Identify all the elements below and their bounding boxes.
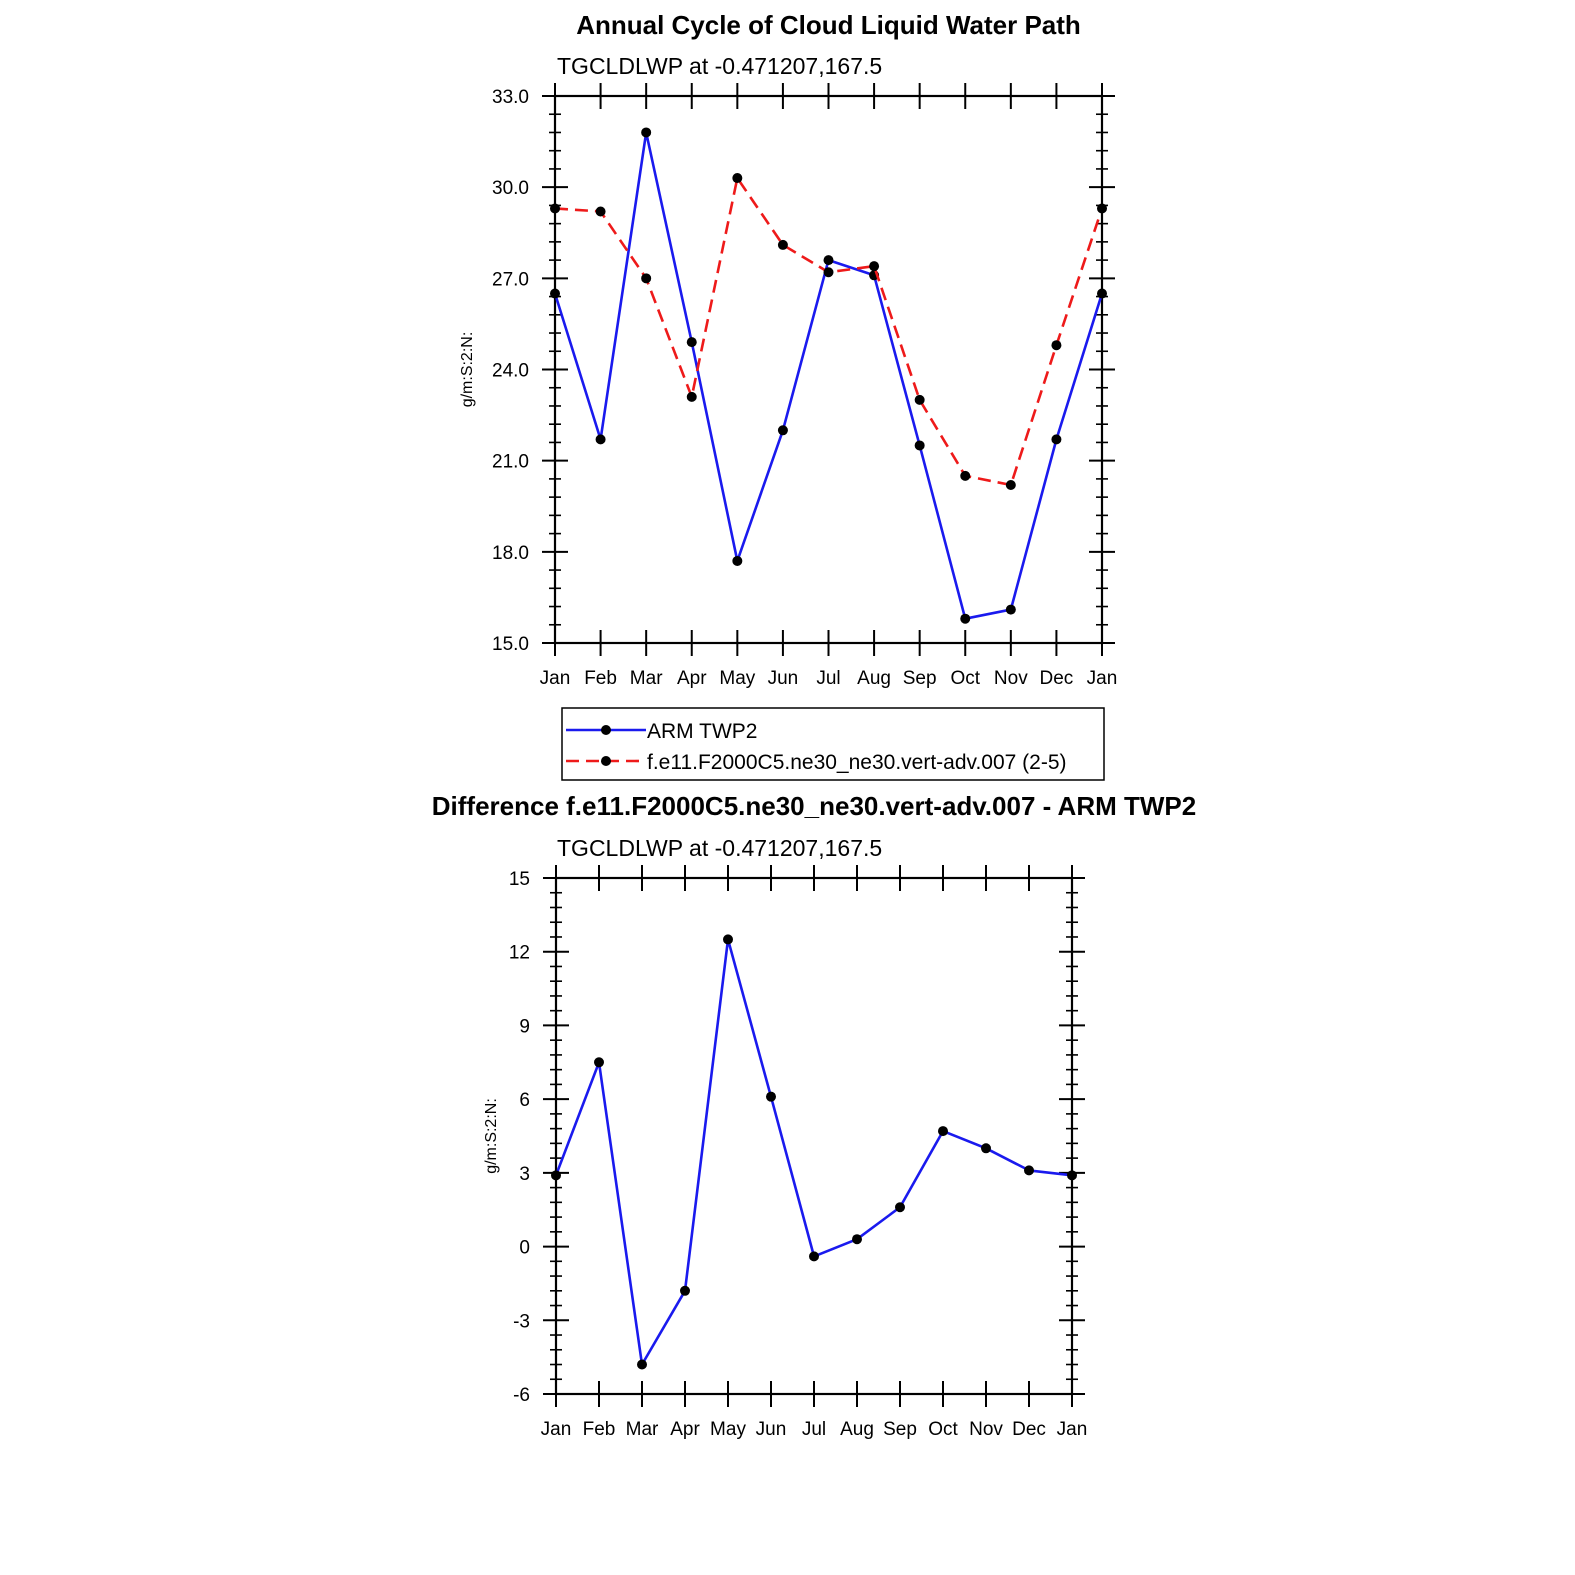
x-tick-label: Jan [1087,668,1118,689]
difference-chart: Difference f.e11.F2000C5.ne30_ne30.vert-… [432,791,1196,1440]
x-tick-label: May [710,1419,746,1440]
plot-frame [554,876,1074,1396]
data-point-0 [732,555,743,566]
data-point-1 [777,239,788,250]
data-point-1 [1005,479,1016,490]
y-axis-label: g/m:S:2:N: [483,1098,500,1174]
y-tick-label: 12 [509,943,530,964]
x-tick-label: Jul [802,1419,826,1440]
y-tick-label: 9 [519,1016,530,1037]
x-tick-label: Feb [583,1419,616,1440]
y-tick-label: 15.0 [492,634,529,655]
data-point-0 [550,288,560,299]
chart-title: Difference f.e11.F2000C5.ne30_ne30.vert-… [432,791,1196,821]
legend-entry-1: f.e11.F2000C5.ne30_ne30.vert-adv.007 (2-… [647,751,1067,774]
x-tick-label: Aug [857,668,891,689]
data-point-1 [823,267,834,278]
y-tick-label: 30.0 [492,178,529,199]
legend-box [561,707,1105,781]
y-tick-label: 21.0 [492,452,529,473]
data-point-0 [594,1057,604,1068]
data-point-0 [595,434,606,445]
legend-marker-1 [601,756,611,766]
y-tick-label: -3 [513,1311,530,1332]
data-point-0 [1067,1170,1077,1181]
x-tick-label: Mar [626,1419,659,1440]
data-point-0 [809,1251,819,1262]
series-line-0 [553,131,1104,620]
data-point-0 [1024,1165,1034,1176]
data-point-0 [551,1170,561,1181]
x-tick-label: May [719,668,755,689]
y-tick-label: 33.0 [492,87,529,108]
annual-cycle-chart: Annual Cycle of Cloud Liquid Water Path T… [459,10,1118,781]
series-line-1 [554,176,1104,487]
y-tick-label: 18.0 [492,543,529,564]
x-tick-label: Sep [903,668,937,689]
x-tick-label: Jun [768,668,799,689]
y-tick-label: 15 [509,869,530,890]
data-point-0 [981,1143,991,1154]
x-tick-label: Oct [928,1419,958,1440]
legend-marker-0 [601,725,611,735]
x-tick-label: Dec [1040,668,1074,689]
data-point-0 [766,1091,776,1102]
x-tick-label: Jan [541,1419,572,1440]
y-tick-label: 0 [519,1238,530,1259]
data-point-0 [637,1359,647,1370]
data-point-0 [723,934,733,945]
data-point-0 [852,1234,862,1245]
legend-entry-0: ARM TWP2 [647,720,757,743]
x-tick-label: Mar [630,668,663,689]
x-tick-label: Oct [950,668,980,689]
data-point-1 [595,206,606,217]
y-tick-label: 24.0 [492,361,529,382]
data-point-1 [732,173,743,184]
x-tick-label: Jan [1057,1419,1088,1440]
data-point-0 [641,127,652,138]
chart-subtitle: TGCLDLWP at -0.471207,167.5 [557,835,882,861]
series-line-0 [554,938,1073,1366]
chart-subtitle: TGCLDLWP at -0.471207,167.5 [557,53,882,79]
data-point-0 [777,425,788,436]
data-point-0 [1051,434,1062,445]
data-point-0 [914,440,925,451]
x-tick-label: Aug [840,1419,874,1440]
data-point-1 [1051,340,1062,351]
x-tick-label: Apr [677,668,707,689]
x-tick-label: Nov [969,1419,1003,1440]
y-tick-label: 6 [519,1090,530,1111]
data-point-1 [550,203,560,214]
x-tick-label: Sep [883,1419,917,1440]
y-tick-label: 3 [519,1164,530,1185]
data-point-1 [869,261,880,272]
data-point-0 [1097,288,1107,299]
data-point-1 [641,273,652,284]
chart-title: Annual Cycle of Cloud Liquid Water Path [576,10,1081,40]
x-tick-label: Apr [670,1419,700,1440]
x-tick-label: Jun [756,1419,787,1440]
data-point-1 [960,470,971,481]
data-point-1 [686,391,697,402]
data-point-0 [823,255,834,266]
data-point-0 [960,613,971,624]
x-tick-label: Feb [584,668,617,689]
x-tick-label: Nov [994,668,1028,689]
x-tick-label: Jul [816,668,840,689]
x-tick-label: Dec [1012,1419,1046,1440]
y-tick-label: -6 [513,1385,530,1406]
data-point-0 [895,1202,905,1213]
data-point-1 [914,394,925,405]
plot-frame [553,94,1104,645]
data-point-1 [1097,203,1107,214]
data-point-0 [938,1126,948,1137]
data-point-0 [1005,604,1016,615]
y-axis-label: g/m:S:2:N: [459,332,476,408]
y-tick-label: 27.0 [492,269,529,290]
x-tick-label: Jan [540,668,571,689]
data-point-0 [680,1285,690,1296]
data-point-0 [686,337,697,348]
